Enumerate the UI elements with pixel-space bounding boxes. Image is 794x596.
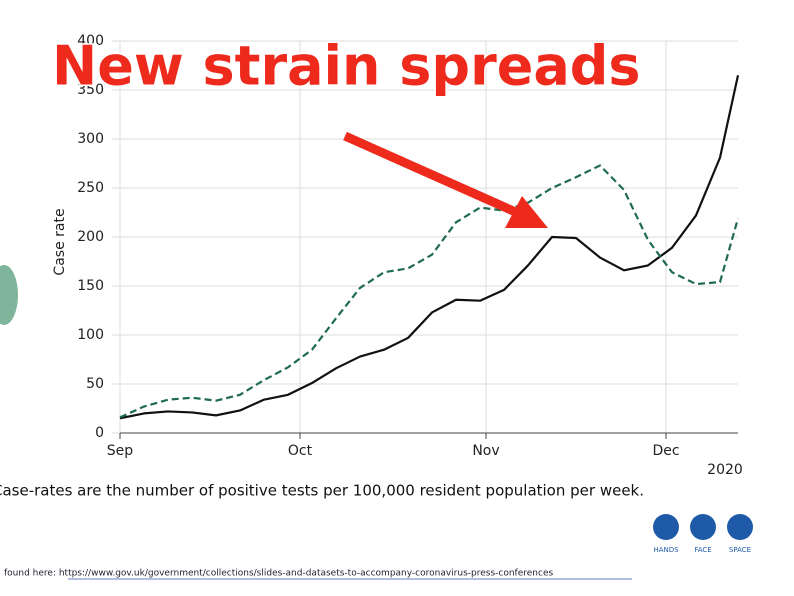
annotation: New strain spreads — [52, 35, 641, 98]
y-tick-label: 100 — [77, 327, 104, 343]
y-tick-label: 250 — [77, 180, 104, 196]
y-tick-label: 350 — [77, 82, 104, 98]
arrow-head — [505, 196, 548, 228]
y-tick-label: 50 — [86, 376, 104, 392]
footnote: Case-rates are the number of positive te… — [0, 482, 644, 500]
icon-label: FACE — [694, 546, 711, 554]
series-line — [119, 164, 740, 419]
y-axis-label: Case rate — [52, 208, 68, 275]
y-tick-label: 200 — [77, 229, 104, 245]
x-tick-label: Oct — [288, 443, 313, 459]
source: found here: https://www.gov.uk/governmen… — [4, 569, 553, 579]
icon — [653, 514, 679, 540]
icon-label: HANDS — [653, 546, 679, 554]
x-tick-label: Dec — [652, 443, 679, 459]
y-tick-label: 400 — [77, 33, 104, 49]
icon — [690, 514, 716, 540]
y-tick-label: 150 — [77, 278, 104, 294]
series-line — [119, 75, 740, 420]
x-tick-label: Sep — [107, 443, 134, 459]
arrow-shaft — [343, 131, 522, 219]
icon — [727, 514, 753, 540]
icon-label: SPACE — [729, 546, 751, 554]
overlay: New strain spreads — [51, 33, 642, 228]
icons: HANDS FACE SPACE — [653, 514, 753, 554]
plot — [119, 75, 740, 420]
y-tick-label: 0 — [95, 425, 104, 441]
side-decoration — [0, 265, 18, 325]
grid: 0 50 100 150 200 250 300 350 400 Sep Oct Nov Dec — [77, 33, 738, 459]
x-tick-label: Nov — [472, 443, 499, 459]
y-tick-label: 300 — [77, 131, 104, 147]
x-axis-year: 2020 — [707, 462, 743, 478]
